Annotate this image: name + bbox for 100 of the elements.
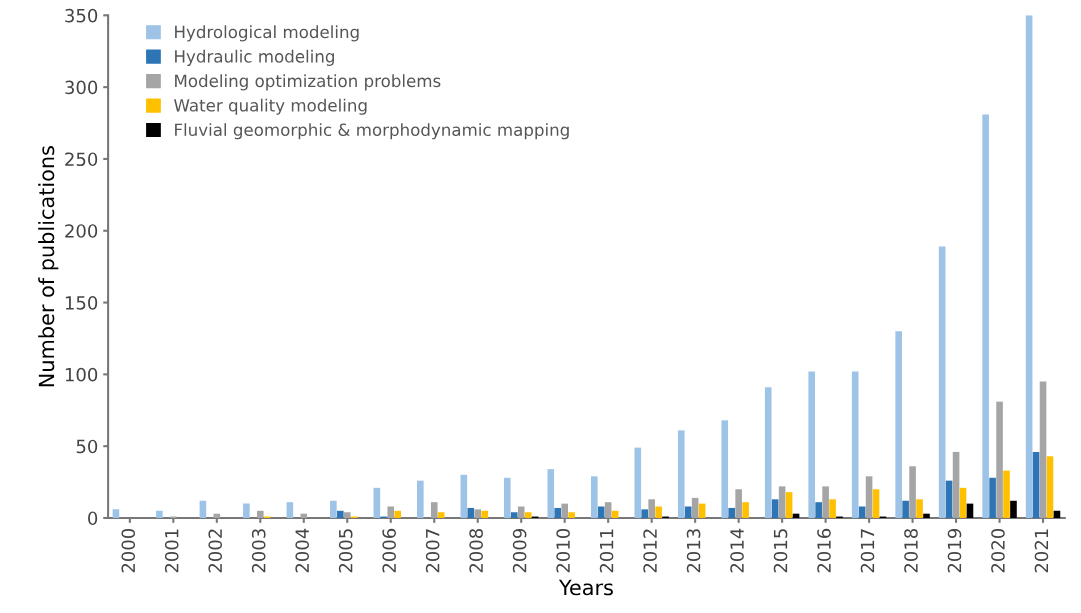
bar	[721, 420, 729, 518]
bar	[343, 512, 351, 518]
legend-label: Hydrological modeling	[175, 25, 359, 42]
legend-label: Modeling optimization problems	[175, 74, 441, 91]
bar	[909, 466, 916, 518]
bar	[728, 507, 735, 518]
x-tick-label: 2010	[556, 528, 570, 573]
bar	[902, 500, 909, 518]
x-tick-label: 2009	[512, 528, 527, 573]
x-tick-label: 2004	[295, 528, 310, 573]
bar	[1025, 15, 1033, 518]
bar	[959, 487, 967, 518]
bar	[554, 507, 562, 518]
bar	[996, 401, 1003, 518]
bar	[604, 502, 612, 518]
x-tick-label: 2000	[121, 528, 136, 573]
bar	[815, 502, 822, 518]
bar	[872, 489, 880, 518]
y-tick-label: 0	[88, 511, 98, 526]
bar	[481, 510, 488, 518]
bar	[677, 430, 685, 518]
bar	[829, 499, 836, 518]
bar	[691, 497, 699, 518]
bar	[256, 510, 264, 518]
bar	[417, 480, 424, 518]
y-tick-label: 100	[65, 367, 98, 382]
bar	[684, 506, 692, 518]
bar	[1046, 456, 1054, 518]
bar	[641, 509, 649, 518]
bar	[778, 486, 786, 518]
x-tick-label: 2002	[208, 529, 223, 573]
bar	[916, 499, 923, 518]
bar	[474, 509, 482, 518]
bar	[808, 371, 815, 518]
x-tick-label: 2006	[382, 528, 396, 573]
x-tick-label: 2015	[773, 529, 788, 573]
y-tick-label: 350	[65, 8, 98, 23]
bar	[634, 447, 642, 518]
bar	[460, 474, 468, 518]
y-tick-label: 150	[65, 296, 98, 310]
bar	[923, 513, 930, 518]
x-tick-label: 2019	[947, 528, 962, 573]
x-tick-label: 2011	[599, 529, 614, 573]
bar	[764, 387, 772, 518]
bar	[300, 513, 308, 518]
bar	[156, 510, 163, 518]
bar	[1032, 451, 1040, 518]
legend-label: Fluvial geomorphic & morphodynamic mapping	[175, 123, 569, 140]
bar	[989, 477, 996, 518]
x-tick-label: 2003	[251, 529, 266, 573]
bar	[524, 512, 532, 518]
bar	[938, 246, 946, 518]
x-tick-label: 2014	[730, 528, 744, 573]
x-tick-label: 2007	[425, 529, 440, 573]
bar	[503, 477, 511, 518]
x-tick-label: 2021	[1034, 529, 1049, 573]
y-tick-label: 200	[65, 224, 98, 238]
legend-label: Water quality modeling	[174, 98, 367, 115]
bar	[243, 503, 250, 518]
y-axis-title: Number of publications	[38, 146, 59, 387]
bar	[112, 509, 120, 518]
bar	[430, 502, 438, 518]
bar	[945, 480, 953, 518]
bar	[337, 510, 344, 518]
x-tick-label: 2008	[469, 528, 483, 573]
y-tick-label: 300	[65, 80, 98, 95]
bar	[865, 476, 873, 518]
bar	[394, 510, 402, 518]
x-tick-label: 2020	[991, 528, 1005, 573]
x-tick-label: 2001	[164, 529, 179, 573]
bar	[1003, 470, 1010, 518]
legend-label: Hydraulic modeling	[175, 49, 334, 66]
x-tick-label: 2016	[817, 528, 831, 573]
bar	[785, 492, 793, 518]
bar	[373, 487, 381, 518]
bar	[952, 451, 960, 518]
x-tick-label: 2017	[860, 529, 875, 573]
bar	[742, 502, 749, 518]
x-tick-label: 2012	[643, 529, 657, 573]
bar	[561, 503, 568, 518]
y-tick-label: 250	[65, 152, 98, 167]
bar	[895, 331, 902, 518]
bar	[1039, 381, 1047, 518]
bar	[1010, 500, 1017, 518]
bar	[648, 499, 655, 518]
bar	[517, 506, 525, 518]
bar	[568, 512, 575, 518]
bar	[851, 371, 859, 518]
bar	[735, 489, 742, 518]
x-tick-label: 2005	[338, 529, 353, 573]
y-tick-label: 50	[76, 439, 98, 454]
bar	[982, 114, 989, 518]
bar	[771, 499, 779, 518]
x-tick-label: 2013	[686, 529, 701, 573]
bar	[510, 512, 518, 518]
bar	[387, 506, 395, 518]
bar	[590, 476, 598, 518]
bar	[858, 506, 866, 518]
bar	[437, 512, 445, 518]
bar	[330, 500, 337, 518]
